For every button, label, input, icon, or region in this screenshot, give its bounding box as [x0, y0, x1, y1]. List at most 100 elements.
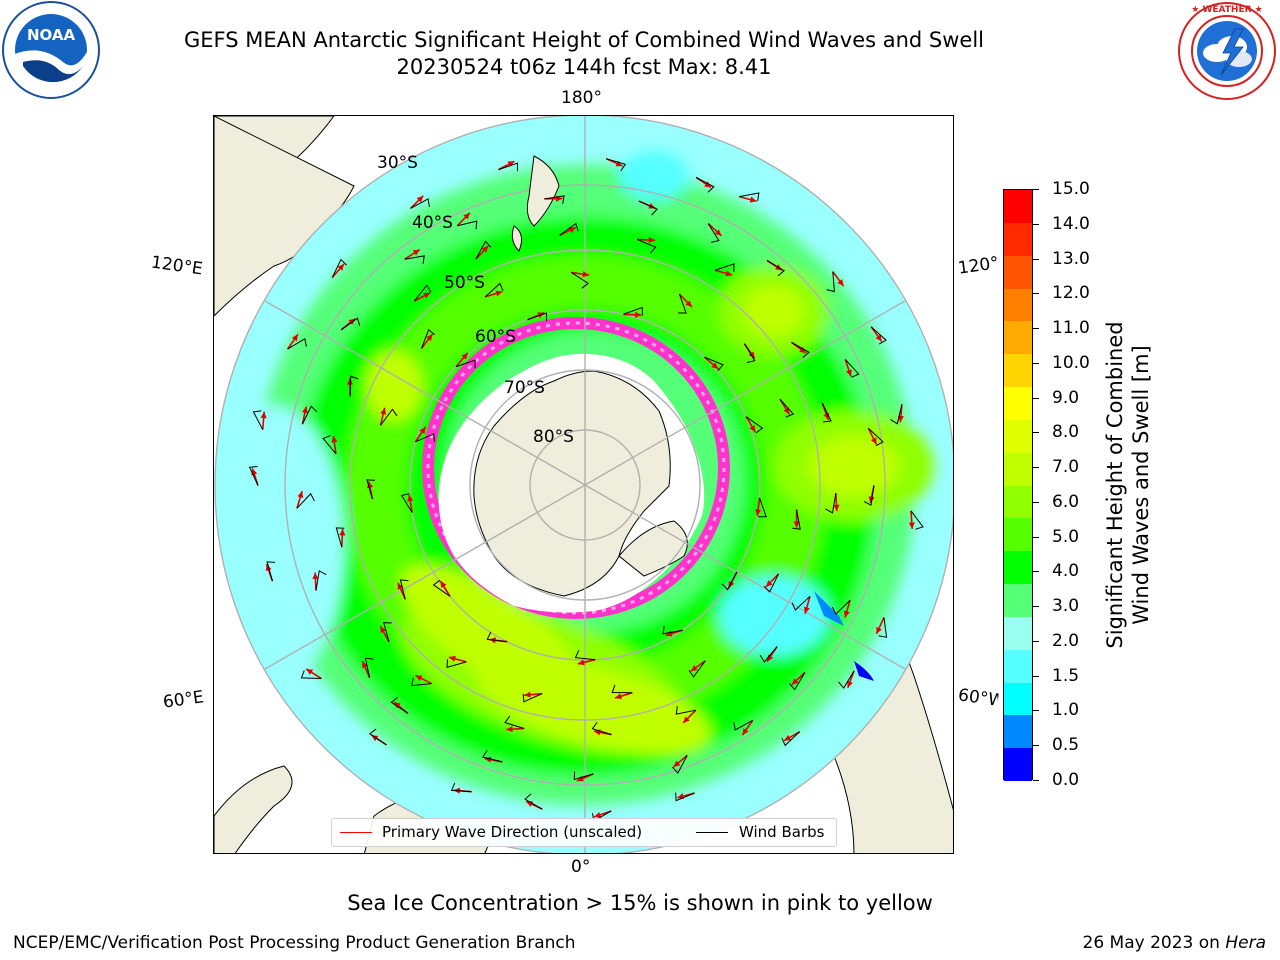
- wind-barb: [382, 622, 392, 642]
- wind-barb: [890, 404, 903, 425]
- wave-direction-arrowhead: [793, 521, 800, 528]
- colorbar-tick-label: 14.0: [1052, 213, 1090, 234]
- lon-label-0: 0°: [571, 857, 591, 877]
- footer-credit: NCEP/EMC/Verification Post Processing Pr…: [13, 933, 576, 953]
- wave-direction-arrowhead: [837, 279, 844, 287]
- wave-direction-arrowhead: [380, 407, 387, 415]
- colorbar-tick-mark: [1033, 467, 1039, 469]
- wave-direction-arrowhead: [897, 415, 904, 423]
- wind-barb: [486, 631, 508, 643]
- wave-direction-arrowhead: [784, 734, 792, 741]
- wave-direction-arrowhead: [463, 212, 470, 220]
- wind-barb: [574, 650, 596, 661]
- wave-direction-arrowhead: [846, 369, 852, 377]
- legend-wave-direction: Primary Wave Direction (unscaled): [382, 823, 643, 841]
- graticule: [214, 116, 953, 853]
- wind-barb: [399, 579, 409, 600]
- wave-direction-arrowhead: [393, 702, 401, 709]
- wind-barb: [714, 263, 735, 272]
- colorbar-tick-label: 0.0: [1052, 770, 1080, 790]
- wave-direction-arrowhead: [728, 580, 735, 588]
- wind-barb: [559, 222, 579, 236]
- wave-direction-arrowhead: [870, 437, 877, 445]
- wind-barb: [675, 706, 696, 715]
- nws-logo: ★ WEATHER ★: [1177, 1, 1277, 101]
- wind-barb: [266, 561, 276, 582]
- colorbar-tick-mark: [1033, 780, 1039, 781]
- wind-barb: [838, 670, 855, 689]
- wind-barb: [675, 792, 695, 802]
- wave-direction-arrowhead: [577, 659, 585, 666]
- wave-direction-arrowhead: [339, 529, 346, 536]
- colorbar-segment: [1004, 682, 1032, 716]
- wind-barb: [672, 755, 688, 774]
- wave-direction-arrowhead: [346, 378, 353, 385]
- wind-barb: [404, 255, 425, 264]
- wind-barb: [743, 343, 756, 363]
- wave-direction-arrowhead: [791, 678, 799, 685]
- wind-barb: [821, 402, 832, 423]
- wind-barb: [781, 731, 801, 747]
- lat-label-80s: 80°S: [533, 427, 574, 447]
- colorbar-tick-mark: [1033, 710, 1039, 712]
- colorbar-segment: [1004, 616, 1032, 651]
- wave-direction-arrowhead: [685, 300, 692, 308]
- wave-direction-arrowhead: [419, 426, 426, 434]
- wind-barb: [766, 260, 785, 277]
- wave-direction-arrowhead: [714, 229, 722, 236]
- colorbar-tick-label: 8.0: [1052, 422, 1080, 443]
- colorbar-segment: [1004, 288, 1032, 322]
- wind-barb: [322, 435, 337, 455]
- colorbar-tick-mark: [1033, 432, 1039, 434]
- wave-direction-arrowhead: [635, 311, 642, 318]
- colorbar-tick-mark: [1033, 189, 1039, 190]
- wave-direction-arrowhead: [495, 290, 503, 297]
- wind-barb: [484, 282, 504, 298]
- wave-direction-arrowhead: [749, 196, 757, 203]
- wind-barb: [413, 284, 432, 302]
- colorbar-label: Significant Height of Combined Wind Wave…: [1103, 321, 1153, 649]
- wind-barb: [779, 398, 795, 418]
- colorbar-tick-label: 1.0: [1052, 700, 1080, 721]
- wave-direction-arrowhead: [337, 263, 345, 271]
- wave-height-map: 30°S 40°S 50°S 60°S 70°S 80°S: [214, 116, 953, 853]
- wave-direction-arrowhead: [506, 726, 513, 733]
- colorbar-tick-label: 7.0: [1052, 457, 1080, 478]
- wave-direction-arrowhead: [749, 425, 756, 433]
- colorbar-segment: [1004, 452, 1032, 486]
- wind-barb: [522, 693, 543, 703]
- wave-direction-arrowhead: [683, 716, 690, 723]
- lon-label-120e: 120°E: [149, 252, 204, 280]
- wind-barb: [763, 573, 779, 593]
- colorbar-segment: [1004, 387, 1032, 421]
- colorbar-tick-mark: [1033, 223, 1039, 225]
- wind-barb: [524, 793, 543, 810]
- wind-barb: [678, 293, 687, 314]
- wave-direction-arrowhead: [426, 334, 433, 341]
- lat-label-70s: 70°S: [504, 378, 545, 398]
- sea-ice-note: Sea Ice Concentration > 15% is shown in …: [347, 891, 933, 915]
- colorbar-segment: [1004, 255, 1032, 289]
- colorbar-tick-mark: [1033, 536, 1039, 538]
- colorbar-tick-label: 5.0: [1052, 526, 1080, 547]
- wave-direction-arrowhead: [594, 811, 602, 818]
- wind-barb: [455, 359, 476, 369]
- wave-direction-arrowhead: [306, 668, 314, 675]
- wave-direction-arrowhead: [847, 680, 853, 688]
- wind-barb: [878, 617, 888, 638]
- footer-date: 26 May 2023 on Hera: [1082, 933, 1267, 953]
- wave-direction-arrowhead: [415, 675, 423, 682]
- wind-barb: [791, 595, 811, 611]
- wind-barb: [331, 258, 348, 278]
- wind-barb: [707, 223, 720, 243]
- colorbar-segment: [1004, 649, 1032, 683]
- wave-direction-arrowhead: [803, 606, 810, 614]
- wind-barb: [733, 719, 753, 731]
- wind-barb: [349, 375, 359, 397]
- wind-barb: [475, 240, 492, 260]
- colorbar-segment: [1004, 518, 1032, 552]
- vector-layer: [248, 157, 924, 822]
- wind-barb: [611, 684, 633, 694]
- wave-direction-arrowhead: [876, 626, 882, 634]
- wave-direction-arrowhead: [448, 655, 456, 662]
